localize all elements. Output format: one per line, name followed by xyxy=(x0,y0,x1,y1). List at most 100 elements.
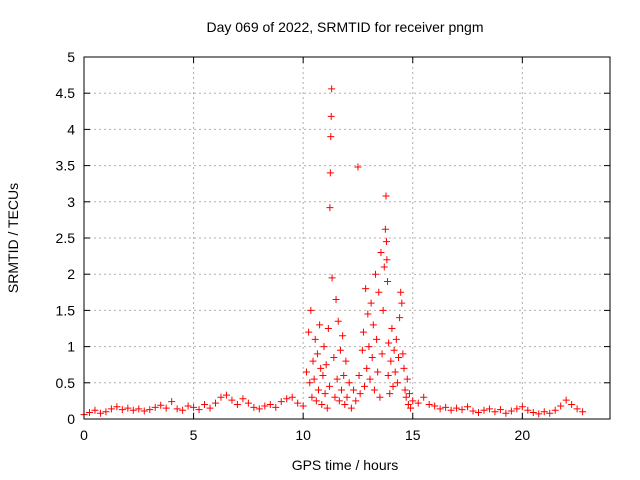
data-point xyxy=(326,169,334,177)
data-point xyxy=(363,364,371,372)
data-point xyxy=(330,353,338,361)
y-tick-label: 1.5 xyxy=(56,302,76,318)
data-point xyxy=(85,408,93,416)
data-point xyxy=(338,386,346,394)
x-tick-label: 5 xyxy=(190,427,198,443)
data-point xyxy=(387,357,395,365)
data-point xyxy=(395,353,403,361)
data-point xyxy=(355,372,363,380)
data-point xyxy=(333,375,341,383)
data-point xyxy=(319,372,327,380)
data-point xyxy=(335,397,343,405)
data-point xyxy=(485,405,493,413)
data-point xyxy=(277,398,285,406)
data-point xyxy=(535,410,543,418)
data-point xyxy=(212,399,219,407)
data-point xyxy=(206,404,214,412)
data-point xyxy=(316,321,324,329)
data-point xyxy=(328,274,336,282)
data-point xyxy=(398,299,406,307)
y-tick-label: 0.5 xyxy=(56,375,76,391)
data-point xyxy=(464,403,472,411)
data-point xyxy=(414,399,422,407)
y-tick-label: 5 xyxy=(67,49,75,65)
data-point xyxy=(311,335,319,343)
data-point xyxy=(431,402,439,410)
data-point xyxy=(356,390,364,398)
x-tick-label: 15 xyxy=(405,427,421,443)
data-point xyxy=(390,346,398,354)
data-point xyxy=(370,386,378,394)
data-point xyxy=(401,386,409,394)
data-point xyxy=(317,364,325,372)
y-tick-label: 4.5 xyxy=(56,85,76,101)
data-point xyxy=(365,343,373,351)
data-point xyxy=(568,401,576,409)
y-tick-label: 0 xyxy=(67,411,75,427)
data-point xyxy=(299,402,307,410)
data-point xyxy=(244,399,252,407)
y-tick-label: 1 xyxy=(67,339,75,355)
data-point xyxy=(168,398,176,406)
data-point xyxy=(102,408,110,416)
data-point xyxy=(239,395,247,403)
x-axis-title: GPS time / hours xyxy=(292,457,399,473)
data-point xyxy=(283,395,291,403)
data-point xyxy=(369,321,377,329)
data-point xyxy=(326,204,334,212)
data-point xyxy=(320,343,328,351)
data-point xyxy=(562,396,570,404)
data-point xyxy=(272,403,280,411)
data-point xyxy=(306,379,314,387)
data-point xyxy=(405,390,413,398)
data-point xyxy=(392,335,400,343)
data-point xyxy=(162,404,170,412)
y-tick-labels: 0 0.5 1 1.5 2 2.5 3 3.5 4 4.5 5 xyxy=(56,49,76,427)
data-point xyxy=(173,405,181,413)
data-points xyxy=(80,85,587,419)
x-tick-label: 0 xyxy=(80,427,88,443)
data-point xyxy=(325,382,333,390)
data-point xyxy=(380,263,388,271)
data-point xyxy=(190,403,198,411)
data-point xyxy=(396,314,404,322)
data-point xyxy=(379,306,387,314)
data-point xyxy=(364,310,372,318)
data-point xyxy=(135,405,143,413)
x-tick-label: 10 xyxy=(295,427,311,443)
data-point xyxy=(377,248,385,256)
data-point xyxy=(491,408,499,416)
data-point xyxy=(179,406,187,414)
data-point xyxy=(336,346,344,354)
data-point xyxy=(436,405,444,413)
data-point xyxy=(350,386,358,394)
y-tick-label: 2.5 xyxy=(56,230,76,246)
data-point xyxy=(340,372,348,380)
data-point xyxy=(310,375,318,383)
data-point xyxy=(312,397,320,405)
data-point xyxy=(399,350,407,358)
data-point xyxy=(118,406,126,414)
data-point xyxy=(546,409,554,417)
data-point xyxy=(407,404,415,412)
data-point xyxy=(309,357,317,365)
data-point xyxy=(255,405,263,413)
data-point xyxy=(409,397,417,405)
data-point xyxy=(140,407,148,415)
data-point xyxy=(288,393,296,401)
data-point xyxy=(420,393,428,401)
data-point xyxy=(328,85,336,93)
y-tick-label: 2 xyxy=(67,266,75,282)
data-point xyxy=(388,325,396,332)
data-point xyxy=(322,361,330,369)
data-point xyxy=(352,397,360,405)
data-point xyxy=(374,368,382,376)
data-point xyxy=(393,379,401,387)
y-axis-title: SRMTID / TECUs xyxy=(5,183,21,293)
x-tick-label: 20 xyxy=(515,427,531,443)
data-point xyxy=(378,350,386,358)
data-point xyxy=(113,403,121,411)
data-point xyxy=(146,406,154,414)
data-point xyxy=(384,277,392,285)
